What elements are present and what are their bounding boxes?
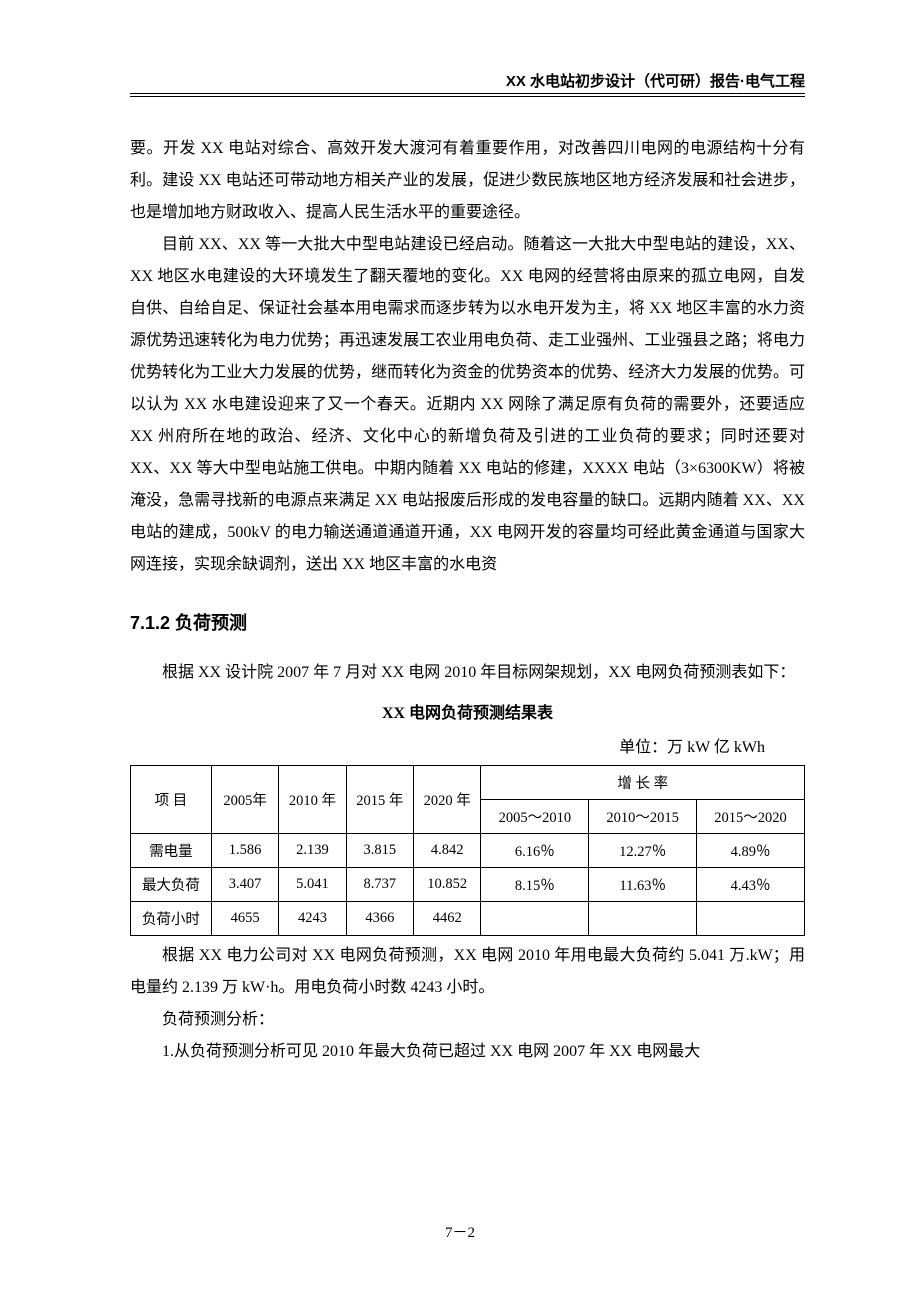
cell-value: 11.63％ xyxy=(589,868,697,902)
section-heading: 7.1.2 负荷预测 xyxy=(130,609,805,635)
cell-value: 2.139 xyxy=(279,834,346,868)
th-item: 项 目 xyxy=(131,766,212,834)
cell-value: 4243 xyxy=(279,902,346,936)
table-row: 需电量 1.586 2.139 3.815 4.842 6.16％ 12.27％… xyxy=(131,834,805,868)
cell-value: 5.041 xyxy=(279,868,346,902)
page-header: XX 水电站初步设计（代可研）报告·电气工程 xyxy=(130,70,805,103)
paragraph-2: 目前 XX、XX 等一大批大中型电站建设已经启动。随着这一大批大中型电站的建设，… xyxy=(130,229,805,581)
paragraph-1: 要。开发 XX 电站对综合、高效开发大渡河有着重要作用，对改善四川电网的电源结构… xyxy=(130,133,805,229)
paragraph-3: 根据 XX 设计院 2007 年 7 月对 XX 电网 2010 年目标网架规划… xyxy=(130,657,805,689)
cell-value: 4.842 xyxy=(414,834,481,868)
header-rule xyxy=(130,93,805,97)
cell-item: 需电量 xyxy=(131,834,212,868)
table-header-row-1: 项 目 2005年 2010 年 2015 年 2020 年 增 长 率 xyxy=(131,766,805,800)
th-g1015: 2010～2015 xyxy=(589,800,697,834)
th-2005: 2005年 xyxy=(211,766,278,834)
th-2015: 2015 年 xyxy=(346,766,413,834)
th-2020: 2020 年 xyxy=(414,766,481,834)
th-growth: 增 长 率 xyxy=(481,766,805,800)
paragraph-4: 根据 XX 电力公司对 XX 电网负荷预测，XX 电网 2010 年用电最大负荷… xyxy=(130,940,805,1004)
cell-value: 12.27％ xyxy=(589,834,697,868)
cell-value: 3.815 xyxy=(346,834,413,868)
cell-item: 最大负荷 xyxy=(131,868,212,902)
page-number: 7－2 xyxy=(0,1221,920,1242)
cell-item: 负荷小时 xyxy=(131,902,212,936)
cell-value: 4462 xyxy=(414,902,481,936)
load-forecast-table: 项 目 2005年 2010 年 2015 年 2020 年 增 长 率 200… xyxy=(130,765,805,936)
cell-value: 6.16％ xyxy=(481,834,589,868)
cell-value: 1.586 xyxy=(211,834,278,868)
paragraph-5: 负荷预测分析： xyxy=(130,1004,805,1036)
th-g1520: 2015～2020 xyxy=(697,800,805,834)
cell-value: 4.89％ xyxy=(697,834,805,868)
table-unit: 单位：万 kW 亿 kWh xyxy=(130,733,805,757)
table-row: 最大负荷 3.407 5.041 8.737 10.852 8.15％ 11.6… xyxy=(131,868,805,902)
cell-value: 10.852 xyxy=(414,868,481,902)
cell-value: 4366 xyxy=(346,902,413,936)
cell-value xyxy=(697,902,805,936)
th-g0510: 2005～2010 xyxy=(481,800,589,834)
cell-value: 4.43％ xyxy=(697,868,805,902)
header-text: XX 水电站初步设计（代可研）报告·电气工程 xyxy=(506,73,805,90)
cell-value: 8.737 xyxy=(346,868,413,902)
cell-value xyxy=(481,902,589,936)
table-title: XX 电网负荷预测结果表 xyxy=(130,699,805,723)
cell-value: 3.407 xyxy=(211,868,278,902)
table-row: 负荷小时 4655 4243 4366 4462 xyxy=(131,902,805,936)
cell-value: 4655 xyxy=(211,902,278,936)
cell-value: 8.15％ xyxy=(481,868,589,902)
th-2010: 2010 年 xyxy=(279,766,346,834)
paragraph-6: 1.从负荷预测分析可见 2010 年最大负荷已超过 XX 电网 2007 年 X… xyxy=(130,1036,805,1068)
cell-value xyxy=(589,902,697,936)
